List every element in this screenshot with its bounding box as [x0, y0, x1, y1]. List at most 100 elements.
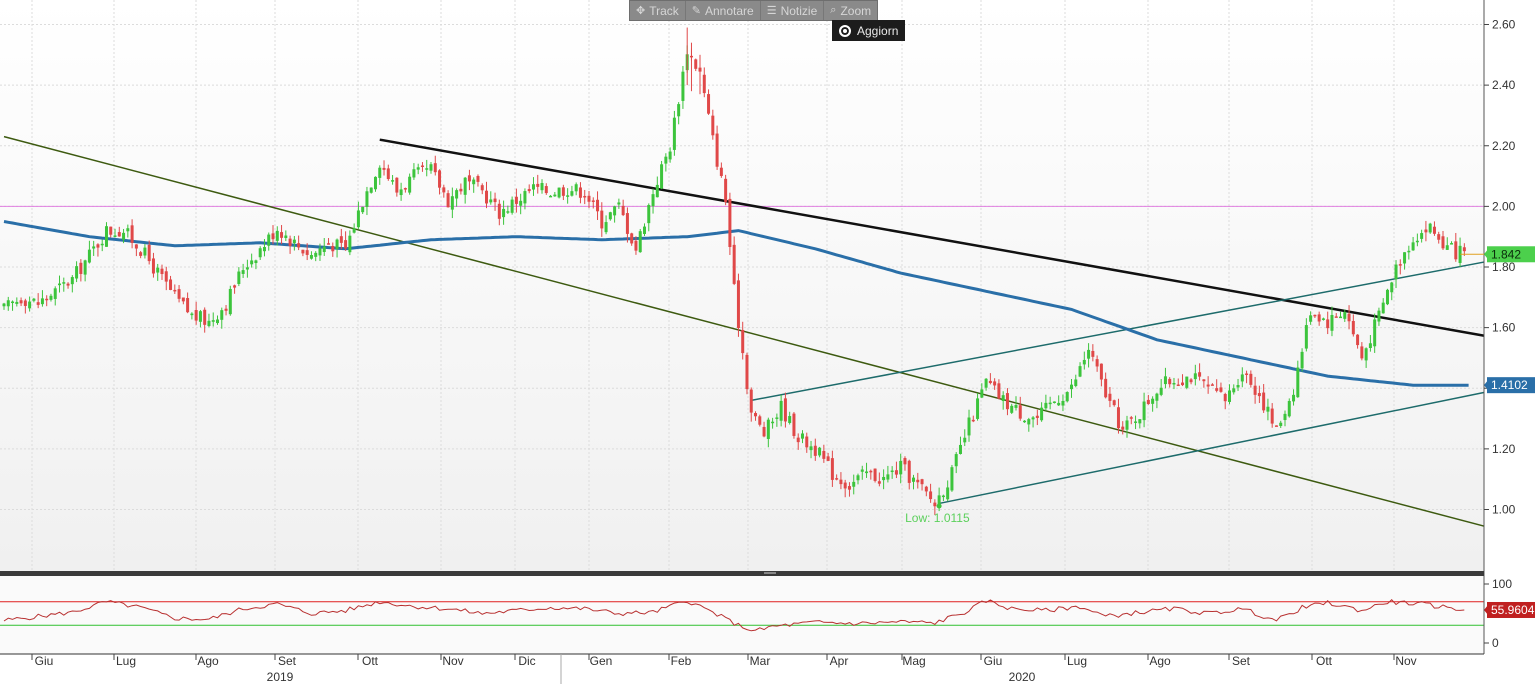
candle-body	[1001, 395, 1005, 401]
candle-body	[442, 187, 446, 193]
candle-body	[1287, 400, 1291, 417]
candle-body	[480, 185, 484, 191]
candle-body	[604, 222, 608, 233]
candle-body	[284, 235, 288, 239]
candle-body	[702, 74, 706, 94]
candle-body	[254, 260, 258, 264]
candle-body	[455, 190, 459, 199]
candle-body	[6, 300, 10, 307]
candle-body	[70, 277, 74, 285]
rsi-series	[0, 598, 1484, 632]
candle-body	[813, 445, 817, 456]
candle-body	[783, 398, 787, 422]
candle-body	[416, 167, 420, 170]
candle-body	[1112, 400, 1116, 406]
candle-body	[331, 245, 335, 252]
candle-body	[463, 177, 467, 195]
candle-body	[707, 94, 711, 114]
candle-body	[856, 475, 860, 481]
candle-body	[1390, 282, 1394, 293]
candle-body	[1356, 334, 1360, 346]
candle-body	[489, 199, 493, 203]
candle-body	[514, 196, 518, 204]
rsi-line	[3, 598, 1465, 632]
x-tick-label: Lug	[116, 654, 136, 668]
candle-body	[993, 381, 997, 386]
candle-body	[126, 228, 130, 232]
news-button[interactable]: ☰ Notizie	[761, 1, 825, 20]
candle-body	[87, 249, 91, 263]
last-price-label-pointer	[1484, 249, 1488, 260]
year-label: 2020	[1009, 670, 1036, 684]
candle-body	[318, 248, 322, 256]
candle-body	[805, 436, 809, 448]
candle-body	[271, 233, 275, 240]
candle-body	[553, 194, 557, 197]
candle-body	[1125, 420, 1129, 430]
candle-body	[233, 285, 237, 288]
candle-body	[527, 189, 531, 192]
candle-body	[1014, 405, 1018, 408]
candle-body	[104, 226, 108, 247]
candle-body	[583, 195, 587, 198]
candle-body	[745, 354, 749, 390]
candle-body	[519, 200, 523, 206]
candle-body	[386, 168, 390, 179]
candle-body	[980, 389, 984, 398]
candle-body	[903, 458, 907, 465]
price-labels: 1.842 1.4102 55.9604	[1460, 246, 1535, 618]
candle-body	[1270, 408, 1274, 424]
candle-body	[1078, 366, 1082, 377]
candle-body	[1185, 376, 1189, 388]
x-tick-label: Giu	[35, 654, 54, 668]
candle-body	[1236, 385, 1240, 388]
x-tick-label: Nov	[442, 654, 463, 668]
candle-body	[809, 446, 813, 451]
candle-body	[1394, 264, 1398, 280]
chart-toolbar: ✥ Track ✎ Annotare ☰ Notizie ⌕ Zoom	[629, 0, 879, 21]
candle-body	[1146, 399, 1150, 405]
candle-body	[651, 194, 655, 207]
news-label: Notizie	[780, 3, 818, 18]
candle-body	[591, 200, 595, 202]
candle-body	[275, 230, 279, 241]
candle-body	[32, 298, 36, 301]
candle-body	[109, 226, 113, 235]
candle-body	[860, 469, 864, 472]
x-tick-label: Giu	[984, 654, 1003, 668]
panel-resize-handle	[764, 572, 776, 574]
update-button[interactable]: Aggiorn	[832, 20, 906, 41]
candle-body	[531, 184, 535, 190]
candle-body	[1385, 289, 1389, 305]
candle-body	[356, 210, 360, 228]
annotate-button[interactable]: ✎ Annotare	[686, 1, 761, 20]
candle-body	[852, 481, 856, 487]
candle-body	[49, 295, 53, 300]
candle-body	[160, 268, 164, 275]
candle-body	[839, 479, 843, 485]
year-label: 2019	[267, 670, 294, 684]
candle-body	[1462, 247, 1466, 252]
x-tick-label: Ott	[1316, 654, 1333, 668]
candle-body	[181, 297, 185, 302]
candle-body	[83, 260, 87, 275]
candle-body	[1048, 402, 1052, 405]
candle-body	[1454, 241, 1458, 260]
candle-body	[1070, 384, 1073, 390]
moving-average-line	[3, 220, 1469, 387]
candle-body	[1159, 387, 1163, 395]
candle-body	[1082, 359, 1086, 365]
candle-body	[1074, 379, 1078, 387]
candle-body	[288, 238, 292, 246]
candle-body	[771, 421, 775, 424]
candle-body	[1121, 426, 1125, 430]
candle-body	[262, 246, 266, 252]
candle-body	[459, 188, 463, 192]
track-button[interactable]: ✥ Track	[630, 1, 686, 20]
zoom-button[interactable]: ⌕ Zoom	[824, 1, 877, 20]
y-tick-label: 1.20	[1492, 442, 1516, 456]
candle-body	[1292, 394, 1296, 402]
candle-body	[305, 250, 309, 255]
candle-body	[941, 495, 945, 498]
